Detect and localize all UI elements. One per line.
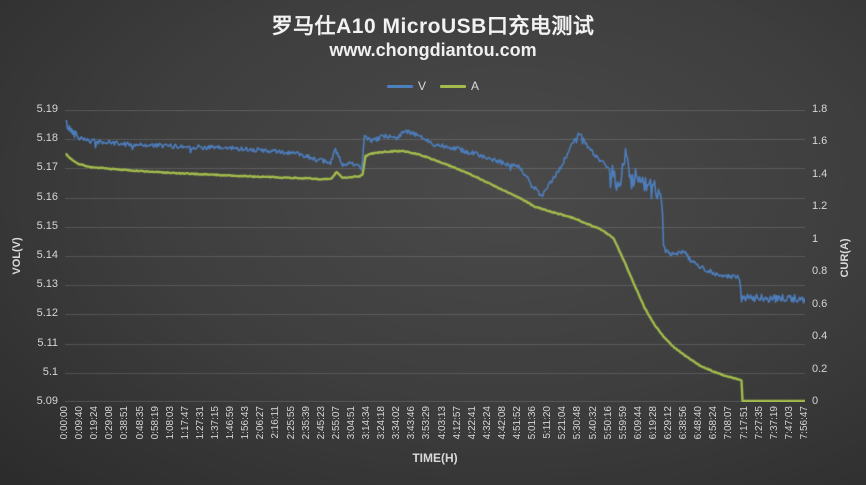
x-tick: 7:47:03 <box>783 406 795 440</box>
x-tick: 0:58:19 <box>149 406 161 440</box>
x-tick: 1:56:43 <box>240 406 252 440</box>
x-tick: 7:27:35 <box>753 406 765 440</box>
y-left-tick: 5.13 <box>36 278 58 291</box>
y-right-tick: 1 <box>812 232 819 245</box>
x-tick: 6:38:56 <box>678 406 690 440</box>
x-tick: 6:29:12 <box>663 406 675 440</box>
x-tick: 5:50:16 <box>602 406 614 440</box>
x-axis-title: TIME(H) <box>412 451 458 465</box>
x-tick: 2:16:11 <box>270 406 282 439</box>
x-tick: 3:24:18 <box>376 406 388 440</box>
legend-line-a-icon <box>440 84 466 88</box>
chart-subtitle: www.chongdiantou.com <box>329 40 537 60</box>
y-left-axis-title: VOL(V) <box>11 237 23 275</box>
x-tick: 1:46:59 <box>225 406 237 440</box>
x-tick: 4:42:08 <box>496 406 508 440</box>
x-tick: 4:32:24 <box>481 406 493 440</box>
x-tick: 4:22:41 <box>466 406 478 440</box>
x-tick: 5:11:20 <box>542 406 554 439</box>
x-tick: 6:19:28 <box>647 406 659 440</box>
chart-title: 罗马仕A10 MicroUSB口充电测试 <box>271 15 595 38</box>
y-right-tick: 0.8 <box>812 265 828 278</box>
y-right-tick: 1.6 <box>812 135 828 148</box>
x-tick: 3:04:51 <box>345 406 357 440</box>
y-left-tick: 5.11 <box>37 336 58 349</box>
x-tick: 6:48:40 <box>693 406 705 440</box>
x-tick: 7:37:19 <box>768 406 780 440</box>
x-tick: 6:09:44 <box>632 406 644 440</box>
x-tick: 1:27:31 <box>194 406 206 440</box>
x-tick: 2:25:55 <box>285 406 297 440</box>
y-right-tick: 0.6 <box>812 297 828 310</box>
y-right-tick: 0.2 <box>812 362 828 375</box>
y-right-tick: 1.8 <box>812 103 828 115</box>
x-tick: 4:12:57 <box>451 406 463 440</box>
y-left-tick: 5.16 <box>36 190 58 203</box>
legend-line-v-icon <box>386 84 413 88</box>
y-left-tick: 5.09 <box>36 395 58 407</box>
x-tick: 5:01:36 <box>527 406 539 440</box>
legend-item-a: A <box>440 79 479 93</box>
x-tick: 0:09:40 <box>74 406 86 440</box>
x-tick: 1:08:03 <box>164 406 176 440</box>
x-tick: 4:51:52 <box>512 406 524 440</box>
x-tick: 4:03:13 <box>436 406 448 440</box>
x-tick: 5:40:32 <box>587 406 599 440</box>
x-tick: 2:45:23 <box>315 406 327 440</box>
x-tick: 6:58:24 <box>708 406 720 440</box>
y-left-tick: 5.14 <box>36 249 58 261</box>
x-tick: 1:17:47 <box>179 406 191 440</box>
y-left-tick: 5.18 <box>36 132 58 145</box>
y-left-tick: 5.12 <box>36 307 58 320</box>
x-tick: 7:56:47 <box>799 406 810 440</box>
y-right-tick: 0.4 <box>812 330 828 343</box>
plot-area <box>65 110 805 402</box>
legend-label-v: V <box>417 79 426 93</box>
x-tick: 3:34:02 <box>391 406 403 440</box>
legend-label-a: A <box>471 79 480 93</box>
x-tick: 3:43:46 <box>406 406 418 440</box>
x-tick: 5:30:48 <box>572 406 584 440</box>
x-tick: 2:55:07 <box>330 406 342 440</box>
y-right-tick: 0 <box>812 395 819 407</box>
y-left-tick: 5.17 <box>36 161 58 174</box>
x-tick: 0:19:24 <box>89 406 101 440</box>
y-right-tick: 1.2 <box>812 200 828 213</box>
x-tick: 5:21:04 <box>557 406 569 440</box>
y-right-axis-title: CUR(A) <box>839 238 851 278</box>
x-tick: 3:53:29 <box>421 406 433 440</box>
x-tick: 0:48:35 <box>134 406 146 440</box>
y-right-tick: 1.4 <box>812 167 828 180</box>
x-tick: 2:06:27 <box>255 406 267 440</box>
y-left-tick: 5.1 <box>42 365 58 378</box>
x-tick: 7:08:07 <box>723 406 735 440</box>
x-tick: 5:59:59 <box>617 406 629 440</box>
x-tick: 0:38:51 <box>119 406 131 440</box>
x-tick: 0:00:00 <box>59 406 70 440</box>
legend-item-v: V <box>386 79 426 93</box>
x-tick: 0:29:08 <box>104 406 116 440</box>
y-left-tick: 5.19 <box>36 103 58 115</box>
x-tick: 7:17:51 <box>738 406 750 440</box>
x-tick: 1:37:15 <box>210 406 222 440</box>
y-left-tick: 5.15 <box>36 219 58 232</box>
legend: V A <box>0 79 866 93</box>
x-tick: 3:14:34 <box>361 406 373 440</box>
x-tick: 2:35:39 <box>300 406 312 440</box>
